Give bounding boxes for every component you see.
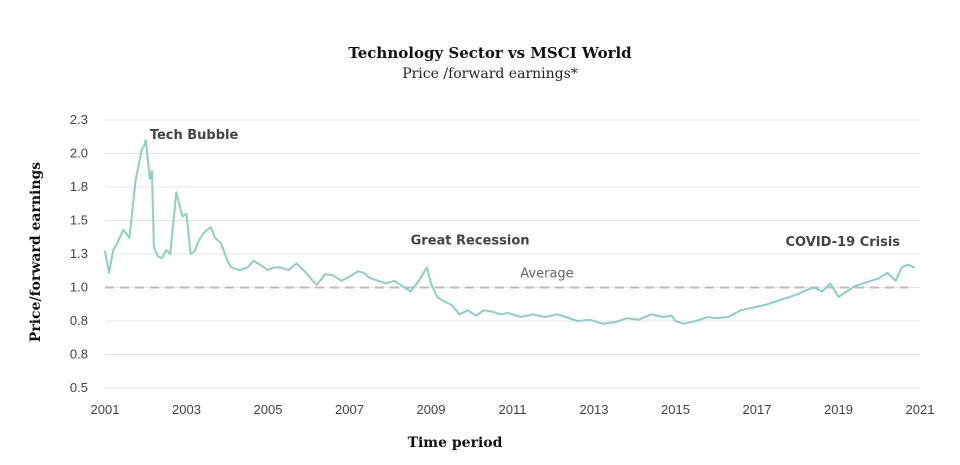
annotation-label: COVID-19 Crisis bbox=[786, 235, 901, 250]
x-tick-label: 2019 bbox=[824, 402, 853, 417]
grid bbox=[105, 119, 920, 389]
y-tick-label: 2.3 bbox=[70, 112, 88, 127]
y-tick-label: 1.3 bbox=[70, 246, 88, 261]
y-axis-label: Price/forward earnings bbox=[28, 162, 44, 342]
x-tick-label: 2015 bbox=[661, 402, 690, 417]
series-line bbox=[104, 139, 915, 325]
annotation-label: Tech Bubble bbox=[150, 128, 239, 143]
chart-subtitle: Price /forward earnings* bbox=[402, 66, 578, 82]
x-tick-label: 2013 bbox=[580, 402, 609, 417]
x-tick-label: 2001 bbox=[91, 402, 120, 417]
x-tick-label: 2007 bbox=[335, 402, 364, 417]
average-label: Average bbox=[520, 267, 573, 282]
x-axis-label: Time period bbox=[408, 435, 503, 451]
y-tick-label: 2.0 bbox=[70, 146, 88, 161]
series-layer bbox=[104, 139, 915, 325]
y-axis-ticks: 0.5 0.8 0.8 1.0 1.3 1.5 1.8 2.0 2.3 bbox=[70, 112, 88, 395]
x-axis-ticks: 2001 2003 2005 2007 2009 2011 2013 2015 2017 2019… bbox=[91, 402, 935, 417]
x-tick-label: 2017 bbox=[743, 402, 772, 417]
y-tick-label: 0.5 bbox=[70, 380, 88, 395]
y-tick-label: 0.8 bbox=[70, 313, 88, 328]
y-tick-label: 1.8 bbox=[70, 179, 88, 194]
y-tick-label: 1.0 bbox=[70, 280, 88, 295]
annotation-label: Great Recession bbox=[411, 234, 530, 249]
y-tick-label: 0.8 bbox=[70, 347, 88, 362]
x-tick-label: 2021 bbox=[906, 402, 935, 417]
x-tick-label: 2011 bbox=[499, 402, 527, 417]
x-tick-label: 2003 bbox=[172, 402, 201, 417]
x-tick-label: 2009 bbox=[417, 402, 446, 417]
x-tick-label: 2005 bbox=[254, 402, 283, 417]
y-tick-label: 1.5 bbox=[70, 213, 88, 228]
annotations: Tech Bubble Great Recession COVID-19 Crisi… bbox=[150, 128, 900, 250]
chart-title: Technology Sector vs MSCI World bbox=[348, 44, 632, 62]
